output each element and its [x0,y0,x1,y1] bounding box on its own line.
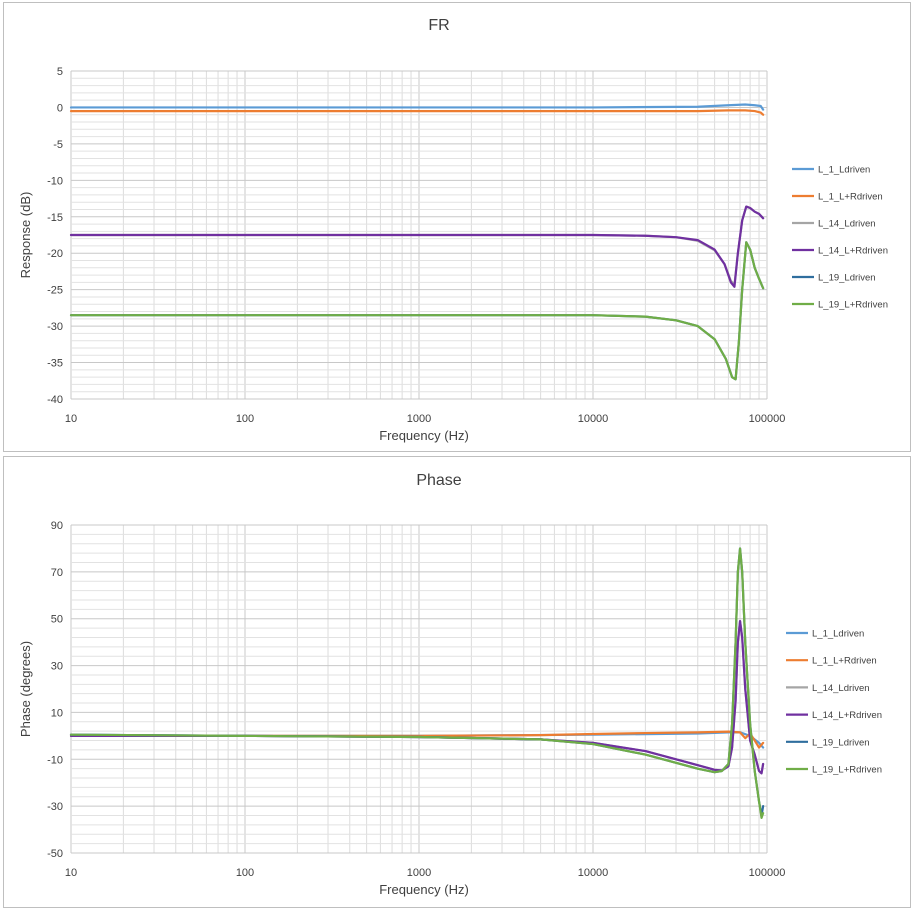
legend-label: L_1_Ldriven [812,629,864,640]
series-line-l-1-l-rdriven [69,730,765,749]
series-line-l-14-l-rdriven [69,205,765,288]
series-line-l-14-ldriven [69,619,765,775]
series-line-l-19-l-rdriven [69,241,765,381]
phase-chart-panel: Phase 90 70 50 30 10 -10 -30 -50 10 100 1000 10000 10… [3,456,911,908]
legend-label: L_14_Ldriven [818,219,876,230]
legend-label: L_19_L+Rdriven [812,765,882,776]
x-tick-label: 10000 [578,867,609,879]
legend-label: L_1_L+Rdriven [818,192,883,203]
series-line-l-1-l-rdriven [69,109,765,116]
y-tick-label: -30 [47,321,63,333]
series-line-l-1-ldriven [69,103,765,111]
y-axis-label: Response (dB) [18,192,33,279]
y-tick-label: -50 [47,848,63,860]
x-tick-label: 100 [236,413,254,425]
legend-label: L_19_Ldriven [818,273,876,284]
x-tick-label: 100000 [749,867,786,879]
legend-label: L_14_L+Rdriven [812,710,882,721]
y-tick-label: -15 [47,212,63,224]
x-tick-label: 10 [65,413,77,425]
legend: L_1_Ldriven L_1_L+Rdriven L_14_Ldriven L_14… [792,165,888,311]
y-tick-label: 10 [51,707,63,719]
chart-title: Phase [416,472,461,489]
x-axis-label: Frequency (Hz) [379,428,469,443]
legend-label: L_14_L+Rdriven [818,246,888,257]
legend-label: L_1_L+Rdriven [812,656,877,667]
y-tick-label: 5 [57,66,63,78]
y-tick-label: -35 [47,358,63,370]
y-tick-label: 70 [51,567,63,579]
series-line-l-19-ldriven [69,547,765,817]
grid [70,524,768,854]
x-tick-label: 100000 [749,413,786,425]
y-tick-label: -25 [47,285,63,297]
y-axis-label: Phase (degrees) [18,641,33,737]
x-tick-label: 10 [65,867,77,879]
x-axis-label: Frequency (Hz) [379,882,469,897]
series-line-l-19-l-rdriven [69,547,765,819]
y-tick-label: 0 [57,102,63,114]
chart-title: FR [428,17,449,34]
y-tick-label: -10 [47,754,63,766]
legend-label: L_19_Ldriven [812,737,870,748]
legend-label: L_1_Ldriven [818,165,870,176]
y-tick-label: 50 [51,614,63,626]
series-line-l-14-l-rdriven [69,619,765,775]
y-tick-label: -30 [47,801,63,813]
x-tick-label: 1000 [407,867,431,879]
x-tick-label: 10000 [578,413,609,425]
x-tick-label: 1000 [407,413,431,425]
y-tick-label: 90 [51,520,63,532]
series-line-l-19-ldriven [69,241,765,381]
y-tick-label: 30 [51,661,63,673]
fr-chart-panel: FR 5 0 -5 -10 -15 -20 -25 -30 -35 -40 10 100 1000 1000… [3,2,911,452]
x-tick-label: 100 [236,867,254,879]
y-tick-label: -40 [47,394,63,406]
legend-label: L_14_Ldriven [812,683,870,694]
y-tick-label: -20 [47,248,63,260]
y-tick-label: -5 [53,139,63,151]
legend-label: L_19_L+Rdriven [818,300,888,311]
y-tick-label: -10 [47,175,63,187]
legend: L_1_Ldriven L_1_L+Rdriven L_14_Ldriven L_14… [786,629,882,776]
